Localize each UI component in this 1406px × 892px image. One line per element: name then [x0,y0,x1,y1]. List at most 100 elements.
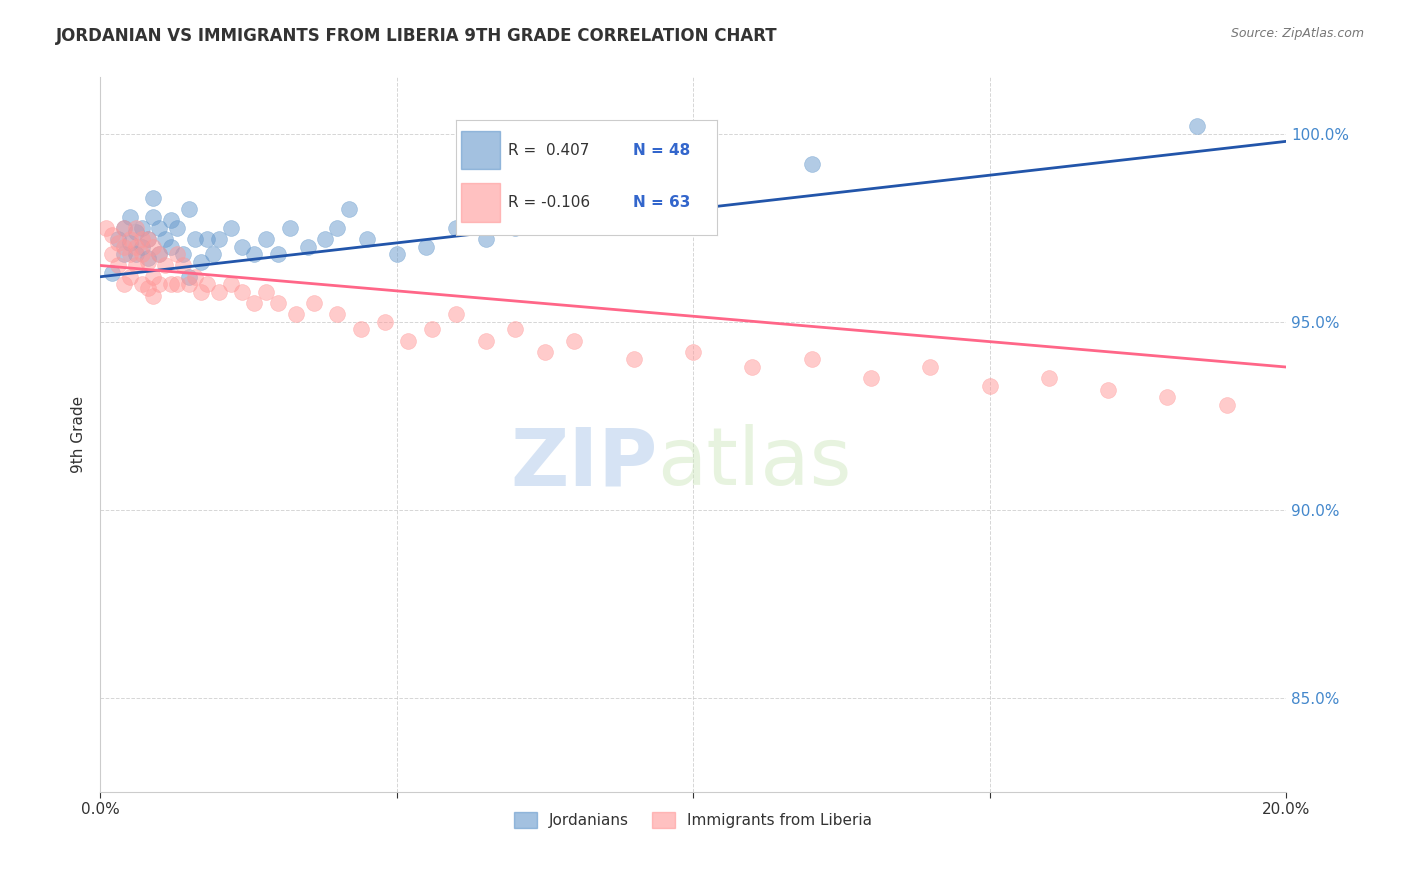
Point [278,220,301,235]
Point [195,277,218,292]
Point [1038,371,1060,385]
Point [136,254,159,268]
Point [131,220,153,235]
Point [337,202,360,216]
Point [1185,120,1208,134]
Point [267,296,290,310]
Point [741,359,763,374]
Text: ZIP: ZIP [510,425,658,502]
Point [195,232,218,246]
Point [267,247,290,261]
Point [136,281,159,295]
Point [125,220,148,235]
Point [101,247,124,261]
Point [107,232,129,246]
Point [166,277,188,292]
Point [160,213,183,227]
Point [219,220,242,235]
Point [107,235,129,250]
Point [219,277,242,292]
Point [160,277,183,292]
Point [142,240,165,254]
Point [243,247,266,261]
Point [112,247,135,261]
Point [160,240,183,254]
Point [254,232,277,246]
Point [184,269,207,284]
Point [398,334,420,348]
Point [190,254,212,268]
Point [284,307,307,321]
Point [148,247,170,261]
Point [302,296,325,310]
Y-axis label: 9th Grade: 9th Grade [72,396,86,474]
Legend: Jordanians, Immigrants from Liberia: Jordanians, Immigrants from Liberia [508,806,879,834]
Point [125,247,148,261]
Point [1215,398,1237,412]
Point [564,172,586,186]
Point [101,266,124,280]
Point [136,232,159,246]
Point [979,379,1001,393]
Point [142,269,165,284]
Point [125,259,148,273]
Point [254,285,277,299]
Text: JORDANIAN VS IMMIGRANTS FROM LIBERIA 9TH GRADE CORRELATION CHART: JORDANIAN VS IMMIGRANTS FROM LIBERIA 9TH… [56,27,778,45]
Point [177,202,200,216]
Point [474,232,496,246]
Point [444,307,467,321]
Point [131,240,153,254]
Point [118,269,141,284]
Point [142,210,165,224]
Point [859,371,882,385]
Point [297,240,319,254]
Point [444,220,467,235]
Point [94,220,117,235]
Point [118,247,141,261]
Point [148,220,170,235]
Point [374,315,396,329]
Point [148,277,170,292]
Point [623,352,645,367]
Point [166,220,188,235]
Point [166,247,188,261]
Point [208,285,231,299]
Point [201,247,224,261]
Point [118,235,141,250]
Point [420,322,443,336]
Point [177,269,200,284]
Point [148,247,170,261]
Point [107,259,129,273]
Text: atlas: atlas [658,425,852,502]
Point [564,334,586,348]
Text: Source: ZipAtlas.com: Source: ZipAtlas.com [1230,27,1364,40]
Point [155,232,177,246]
Point [142,191,165,205]
Point [131,247,153,261]
Point [1156,390,1178,404]
Point [682,345,704,359]
Point [125,240,148,254]
Point [231,285,253,299]
Point [1097,383,1119,397]
Point [136,232,159,246]
Point [800,157,823,171]
Point [208,232,231,246]
Point [112,240,135,254]
Point [385,247,408,261]
Point [503,322,526,336]
Point [326,220,349,235]
Point [112,220,135,235]
Point [356,232,378,246]
Point [118,210,141,224]
Point [112,220,135,235]
Point [503,220,526,235]
Point [533,345,555,359]
Point [800,352,823,367]
Point [118,232,141,246]
Point [623,183,645,197]
Point [142,288,165,302]
Point [131,277,153,292]
Point [131,232,153,246]
Point [172,259,194,273]
